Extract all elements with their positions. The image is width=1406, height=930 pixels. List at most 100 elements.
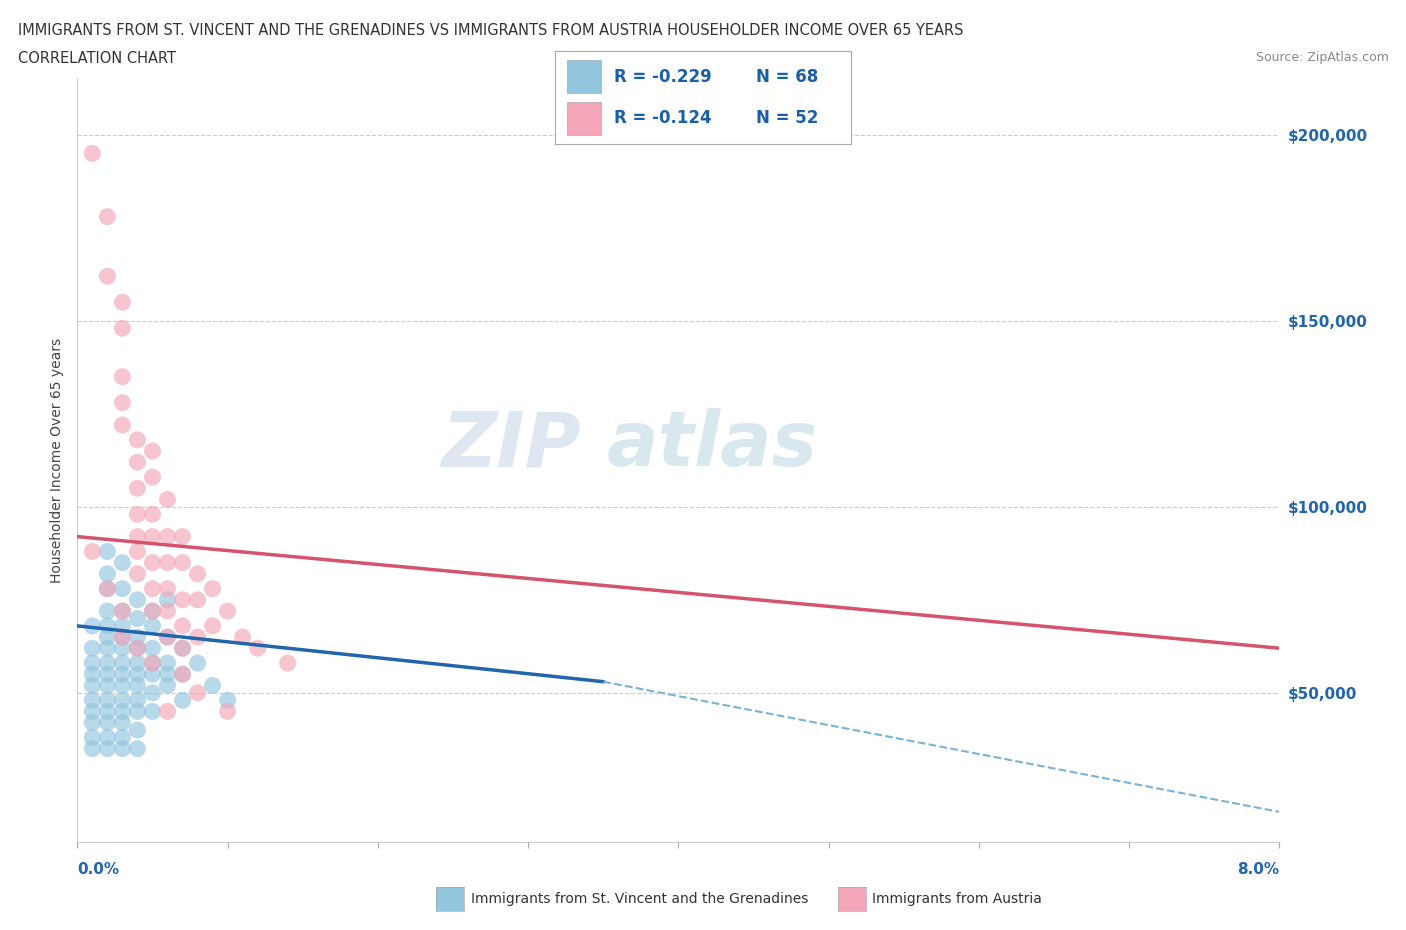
Point	[111, 418, 134, 432]
Point	[172, 667, 194, 682]
Point	[96, 741, 118, 756]
Point	[96, 566, 118, 581]
Point	[141, 704, 163, 719]
Point	[127, 630, 149, 644]
Point	[156, 667, 179, 682]
Text: ZIP: ZIP	[443, 408, 582, 482]
Point	[172, 592, 194, 607]
Text: 8.0%: 8.0%	[1237, 862, 1279, 877]
Point	[82, 678, 104, 693]
Point	[141, 604, 163, 618]
Point	[82, 730, 104, 745]
Point	[111, 295, 134, 310]
Point	[172, 667, 194, 682]
Point	[141, 444, 163, 458]
Point	[111, 321, 134, 336]
Point	[82, 715, 104, 730]
Point	[127, 656, 149, 671]
Point	[111, 555, 134, 570]
Point	[127, 455, 149, 470]
Text: CORRELATION CHART: CORRELATION CHART	[18, 51, 176, 66]
Point	[111, 641, 134, 656]
Point	[111, 395, 134, 410]
Point	[187, 656, 209, 671]
Point	[141, 604, 163, 618]
Point	[141, 656, 163, 671]
Point	[172, 529, 194, 544]
Point	[96, 581, 118, 596]
Point	[172, 618, 194, 633]
Point	[96, 693, 118, 708]
Point	[127, 529, 149, 544]
Point	[172, 693, 194, 708]
Point	[172, 641, 194, 656]
Point	[187, 685, 209, 700]
Point	[111, 369, 134, 384]
Point	[127, 611, 149, 626]
Point	[96, 581, 118, 596]
Point	[156, 604, 179, 618]
Point	[156, 656, 179, 671]
Point	[127, 704, 149, 719]
Point	[111, 656, 134, 671]
Point	[96, 678, 118, 693]
Point	[141, 581, 163, 596]
Text: R = -0.229: R = -0.229	[614, 68, 713, 86]
Point	[127, 592, 149, 607]
Text: N = 52: N = 52	[756, 109, 818, 126]
Point	[96, 641, 118, 656]
Point	[111, 630, 134, 644]
Point	[141, 685, 163, 700]
Point	[96, 209, 118, 224]
Text: Immigrants from St. Vincent and the Grenadines: Immigrants from St. Vincent and the Gren…	[471, 892, 808, 907]
Point	[217, 604, 239, 618]
Point	[96, 667, 118, 682]
Point	[111, 730, 134, 745]
Point	[82, 704, 104, 719]
Point	[127, 507, 149, 522]
Text: Immigrants from Austria: Immigrants from Austria	[872, 892, 1042, 907]
Point	[156, 555, 179, 570]
Point	[111, 604, 134, 618]
Point	[156, 592, 179, 607]
Point	[217, 693, 239, 708]
Point	[127, 641, 149, 656]
Point	[201, 678, 224, 693]
Point	[187, 592, 209, 607]
Text: Source: ZipAtlas.com: Source: ZipAtlas.com	[1256, 51, 1389, 64]
Point	[82, 741, 104, 756]
Text: N = 68: N = 68	[756, 68, 818, 86]
Point	[232, 630, 254, 644]
Point	[111, 581, 134, 596]
Text: IMMIGRANTS FROM ST. VINCENT AND THE GRENADINES VS IMMIGRANTS FROM AUSTRIA HOUSEH: IMMIGRANTS FROM ST. VINCENT AND THE GREN…	[18, 23, 963, 38]
Text: atlas: atlas	[606, 408, 817, 482]
Point	[96, 715, 118, 730]
Point	[96, 730, 118, 745]
Point	[127, 481, 149, 496]
Point	[201, 581, 224, 596]
Y-axis label: Householder Income Over 65 years: Householder Income Over 65 years	[51, 338, 65, 583]
Point	[96, 269, 118, 284]
Point	[127, 566, 149, 581]
Point	[277, 656, 299, 671]
Point	[82, 656, 104, 671]
Point	[141, 507, 163, 522]
Point	[111, 715, 134, 730]
Point	[111, 604, 134, 618]
Point	[96, 604, 118, 618]
Point	[156, 630, 179, 644]
Point	[172, 641, 194, 656]
Point	[141, 618, 163, 633]
Point	[111, 618, 134, 633]
Point	[187, 566, 209, 581]
Point	[127, 641, 149, 656]
Text: R = -0.124: R = -0.124	[614, 109, 711, 126]
Point	[96, 630, 118, 644]
Point	[141, 667, 163, 682]
Point	[111, 704, 134, 719]
Point	[82, 544, 104, 559]
Point	[111, 667, 134, 682]
Point	[96, 704, 118, 719]
Point	[187, 630, 209, 644]
Point	[141, 529, 163, 544]
